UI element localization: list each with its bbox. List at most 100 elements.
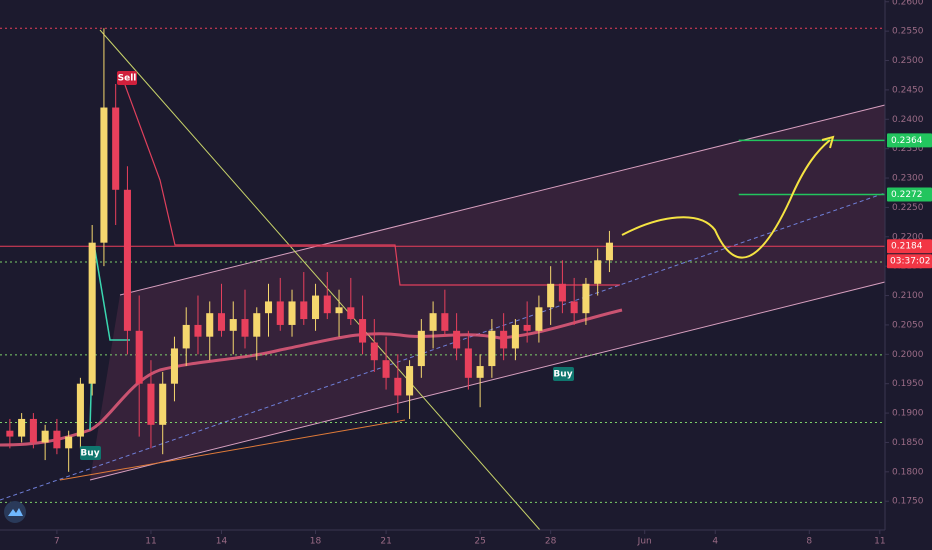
candle-body <box>76 383 84 437</box>
y-tick-label: 0.2400 <box>892 115 924 125</box>
trend-line <box>59 419 406 481</box>
trend-line <box>99 29 541 531</box>
candle-body <box>65 436 73 449</box>
x-tick-label: 11 <box>874 537 885 547</box>
candle-body <box>464 348 472 378</box>
candle-body <box>500 330 508 349</box>
candle-body <box>276 301 284 325</box>
y-tick-label: 0.2000 <box>892 350 924 360</box>
candle-body <box>594 260 602 284</box>
candle-body <box>488 330 496 367</box>
candle-body <box>476 366 484 378</box>
price-label: 0.2272 <box>891 190 923 200</box>
x-tick-label: 11 <box>145 537 156 547</box>
candle-body <box>53 430 61 449</box>
candle-body <box>523 324 531 331</box>
x-tick-label: 4 <box>712 537 718 547</box>
candle-body <box>547 283 555 308</box>
candle-body <box>206 313 214 337</box>
candle-body <box>582 283 590 314</box>
y-tick-label: 0.2450 <box>892 85 924 95</box>
y-tick-label: 0.2600 <box>892 0 924 7</box>
candle-body <box>429 313 437 331</box>
sell-label: Sell <box>118 74 137 84</box>
candle-body <box>300 301 308 320</box>
candle-body <box>147 383 155 425</box>
candle-body <box>253 313 261 337</box>
x-tick-label: 7 <box>54 537 60 547</box>
candle-body <box>135 330 143 384</box>
buy-badge <box>553 367 574 381</box>
candle-body <box>159 383 167 425</box>
channel <box>0 29 886 531</box>
y-tick-label: 0.1950 <box>892 379 924 389</box>
y-tick-label: 0.2300 <box>892 174 924 184</box>
y-tick-label: 0.2350 <box>892 144 924 154</box>
marks <box>0 27 885 503</box>
candle-body <box>217 313 226 331</box>
x-tick-label: 8 <box>806 537 812 547</box>
candle-body <box>182 324 190 349</box>
candle-body <box>605 242 613 261</box>
price-label: 0.2364 <box>891 136 923 146</box>
candle-body <box>394 377 402 396</box>
countdown: 03:37:02 <box>890 257 930 267</box>
projection-arrow <box>821 135 835 149</box>
candle-body <box>100 107 108 243</box>
y-tick-label: 0.2500 <box>892 56 924 66</box>
y-tick-label: 0.1750 <box>892 497 924 507</box>
candle-body <box>535 307 543 331</box>
y-tick-label: 0.1900 <box>892 409 924 419</box>
countdown-bg <box>887 254 932 269</box>
x-tick-label: 21 <box>380 537 391 547</box>
candle-body <box>335 307 343 314</box>
candle-body <box>441 313 449 331</box>
candle-body <box>264 301 273 314</box>
candle-body <box>347 307 355 320</box>
buy-badge <box>80 446 101 460</box>
channel-fill <box>90 105 885 480</box>
y-tick-label: 0.1800 <box>892 467 924 477</box>
candle-body <box>170 348 178 384</box>
channel-lower <box>89 281 886 481</box>
candle-body <box>123 189 131 331</box>
y-tick-label: 0.2050 <box>892 320 924 330</box>
candle-body <box>370 342 378 361</box>
candle-body <box>241 319 249 337</box>
x-tick-label: Jun <box>637 537 652 547</box>
candle-body <box>29 418 37 443</box>
candle-body <box>6 430 14 437</box>
candle-body <box>570 301 578 314</box>
y-tick-label: 0.2550 <box>892 27 924 37</box>
candle-body <box>41 430 49 443</box>
price-label: 0.2184 <box>891 242 923 252</box>
buy-label: Buy <box>553 370 572 380</box>
channel-mid <box>0 192 886 501</box>
moving-average <box>0 308 623 447</box>
candle-body <box>453 330 461 349</box>
candle-body <box>417 330 425 367</box>
projection <box>621 139 831 259</box>
candle-body <box>88 242 96 384</box>
candle-body <box>359 319 367 343</box>
price-label-bg <box>887 187 932 202</box>
x-tick-label: 18 <box>310 537 322 547</box>
candle-body <box>323 295 331 314</box>
x-tick-label: 25 <box>474 537 485 547</box>
x-tick-label: 28 <box>545 537 557 547</box>
buy-label: Buy <box>80 449 99 459</box>
indicator-line <box>124 84 620 286</box>
y-tick-label: 0.2100 <box>892 291 924 301</box>
candle-body <box>406 366 414 396</box>
candle-body <box>229 319 237 331</box>
channel-upper <box>119 104 886 296</box>
logo-icon <box>8 508 23 516</box>
candle-body <box>312 295 320 320</box>
annotation: Sell Buy Buy <box>80 71 574 460</box>
y-tick-label: 0.2200 <box>892 232 924 242</box>
logo <box>4 501 26 523</box>
candle-body <box>382 360 390 378</box>
candle-body <box>112 107 120 190</box>
y-tick-label: 0.2250 <box>892 203 924 213</box>
